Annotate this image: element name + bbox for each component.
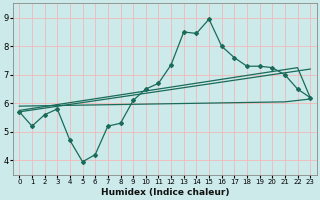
X-axis label: Humidex (Indice chaleur): Humidex (Indice chaleur) <box>100 188 229 197</box>
